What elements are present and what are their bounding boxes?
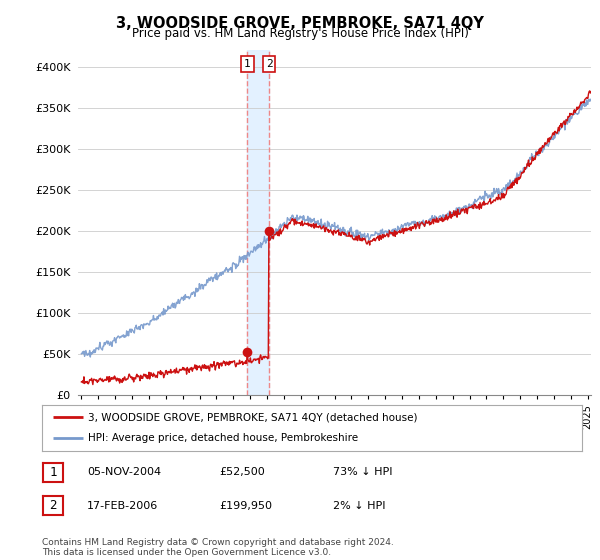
Bar [247, 50, 269, 395]
Text: Contains HM Land Registry data © Crown copyright and database right 2024.
This d: Contains HM Land Registry data © Crown c… [42, 538, 394, 557]
Text: 1: 1 [244, 59, 251, 69]
Text: 05-NOV-2004: 05-NOV-2004 [87, 467, 161, 477]
Text: £199,950: £199,950 [219, 501, 272, 511]
Text: 2: 2 [49, 499, 57, 512]
Text: Price paid vs. HM Land Registry's House Price Index (HPI): Price paid vs. HM Land Registry's House … [131, 27, 469, 40]
Text: 1: 1 [49, 465, 57, 479]
Text: 3, WOODSIDE GROVE, PEMBROKE, SA71 4QY (detached house): 3, WOODSIDE GROVE, PEMBROKE, SA71 4QY (d… [88, 412, 418, 422]
Text: 17-FEB-2006: 17-FEB-2006 [87, 501, 158, 511]
Text: 2% ↓ HPI: 2% ↓ HPI [333, 501, 386, 511]
Text: £52,500: £52,500 [219, 467, 265, 477]
Text: 73% ↓ HPI: 73% ↓ HPI [333, 467, 392, 477]
Text: 2: 2 [266, 59, 272, 69]
Text: 3, WOODSIDE GROVE, PEMBROKE, SA71 4QY: 3, WOODSIDE GROVE, PEMBROKE, SA71 4QY [116, 16, 484, 31]
Text: HPI: Average price, detached house, Pembrokeshire: HPI: Average price, detached house, Pemb… [88, 433, 358, 444]
